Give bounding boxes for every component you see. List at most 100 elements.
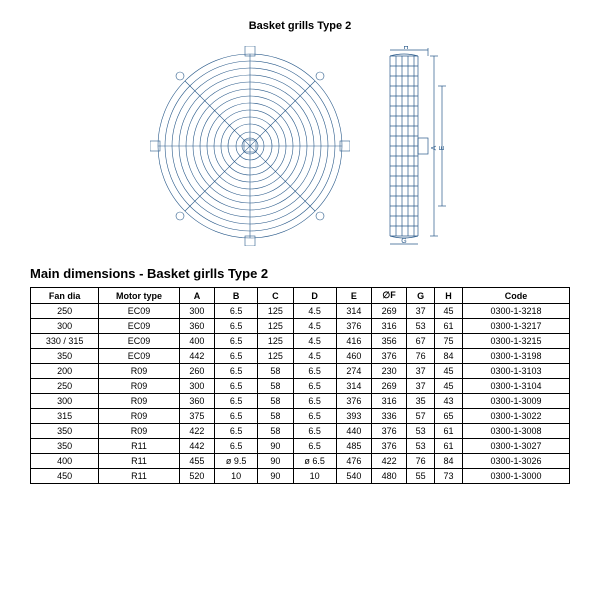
table-cell: 376 (371, 424, 406, 439)
table-cell: 67 (407, 334, 435, 349)
main-dimensions-title: Main dimensions - Basket girlls Type 2 (30, 266, 570, 281)
table-cell: 6.5 (215, 364, 258, 379)
svg-text:H: H (403, 46, 408, 51)
table-cell: R09 (99, 409, 180, 424)
diagram-area: H A E G (30, 46, 570, 246)
table-cell: 76 (407, 349, 435, 364)
table-cell: 6.5 (293, 394, 336, 409)
table-cell: 0300-1-3215 (462, 334, 569, 349)
table-cell: 250 (31, 379, 99, 394)
table-cell: ø 9.5 (215, 454, 258, 469)
table-cell: 75 (435, 334, 463, 349)
svg-text:E: E (439, 145, 446, 150)
table-cell: 0300-1-3026 (462, 454, 569, 469)
table-cell: 400 (179, 334, 214, 349)
table-cell: 300 (31, 394, 99, 409)
table-cell: 58 (258, 424, 293, 439)
table-cell: 400 (31, 454, 99, 469)
table-cell: 6.5 (293, 364, 336, 379)
table-cell: 10 (293, 469, 336, 484)
table-cell: 485 (336, 439, 371, 454)
table-cell: 6.5 (215, 379, 258, 394)
table-cell: 61 (435, 319, 463, 334)
col-e: E (336, 288, 371, 304)
table-cell: R09 (99, 394, 180, 409)
table-cell: 6.5 (215, 304, 258, 319)
table-cell: 360 (179, 394, 214, 409)
table-cell: 0300-1-3217 (462, 319, 569, 334)
table-cell: 61 (435, 424, 463, 439)
svg-text:A: A (431, 145, 438, 150)
table-cell: R11 (99, 469, 180, 484)
table-cell: 61 (435, 439, 463, 454)
grill-svg (150, 46, 350, 246)
page-title: Basket grills Type 2 (30, 20, 570, 32)
table-row: 330 / 315EC094006.51254.541635667750300-… (31, 334, 570, 349)
col-fan-dia: Fan dia (31, 288, 99, 304)
table-cell: 0300-1-3009 (462, 394, 569, 409)
table-cell: 269 (371, 379, 406, 394)
table-cell: ø 6.5 (293, 454, 336, 469)
table-cell: 315 (31, 409, 99, 424)
table-cell: 43 (435, 394, 463, 409)
table-cell: EC09 (99, 349, 180, 364)
table-cell: 350 (31, 424, 99, 439)
table-cell: 440 (336, 424, 371, 439)
table-cell: 360 (179, 319, 214, 334)
table-cell: 6.5 (215, 424, 258, 439)
table-cell: 4.5 (293, 349, 336, 364)
table-cell: 6.5 (293, 409, 336, 424)
table-cell: R09 (99, 364, 180, 379)
table-cell: 314 (336, 379, 371, 394)
table-cell: 90 (258, 439, 293, 454)
table-cell: 4.5 (293, 304, 336, 319)
table-header-row: Fan dia Motor type A B C D E ∅F G H Code (31, 288, 570, 304)
table-row: 350R094226.5586.544037653610300-1-3008 (31, 424, 570, 439)
table-cell: 0300-1-3218 (462, 304, 569, 319)
table-cell: 125 (258, 304, 293, 319)
table-cell: 375 (179, 409, 214, 424)
table-row: 250R093006.5586.531426937450300-1-3104 (31, 379, 570, 394)
table-row: 250EC093006.51254.531426937450300-1-3218 (31, 304, 570, 319)
table-cell: 37 (407, 304, 435, 319)
table-cell: 450 (31, 469, 99, 484)
table-cell: 336 (371, 409, 406, 424)
svg-text:G: G (401, 238, 406, 245)
table-cell: 45 (435, 364, 463, 379)
table-cell: 460 (336, 349, 371, 364)
table-cell: 6.5 (293, 424, 336, 439)
table-cell: 350 (31, 349, 99, 364)
table-cell: 6.5 (215, 319, 258, 334)
side-svg: H A E G (380, 46, 450, 246)
table-cell: 0300-1-3104 (462, 379, 569, 394)
table-row: 450R1152010901054048055730300-1-3000 (31, 469, 570, 484)
table-cell: 376 (371, 349, 406, 364)
col-a: A (179, 288, 214, 304)
table-cell: 393 (336, 409, 371, 424)
table-cell: R11 (99, 439, 180, 454)
table-cell: 0300-1-3000 (462, 469, 569, 484)
table-cell: 260 (179, 364, 214, 379)
table-cell: 416 (336, 334, 371, 349)
table-cell: 6.5 (215, 394, 258, 409)
table-cell: 6.5 (215, 409, 258, 424)
table-cell: 37 (407, 379, 435, 394)
table-cell: 480 (371, 469, 406, 484)
table-cell: 540 (336, 469, 371, 484)
table-cell: 314 (336, 304, 371, 319)
table-cell: 58 (258, 394, 293, 409)
col-b: B (215, 288, 258, 304)
table-cell: 58 (258, 364, 293, 379)
table-cell: R09 (99, 379, 180, 394)
table-cell: 57 (407, 409, 435, 424)
table-cell: 300 (31, 319, 99, 334)
col-f: ∅F (371, 288, 406, 304)
table-cell: 376 (371, 439, 406, 454)
table-cell: 356 (371, 334, 406, 349)
table-row: 200R092606.5586.527423037450300-1-3103 (31, 364, 570, 379)
table-cell: 330 / 315 (31, 334, 99, 349)
table-cell: 4.5 (293, 319, 336, 334)
table-cell: 316 (371, 319, 406, 334)
col-c: C (258, 288, 293, 304)
col-g: G (407, 288, 435, 304)
